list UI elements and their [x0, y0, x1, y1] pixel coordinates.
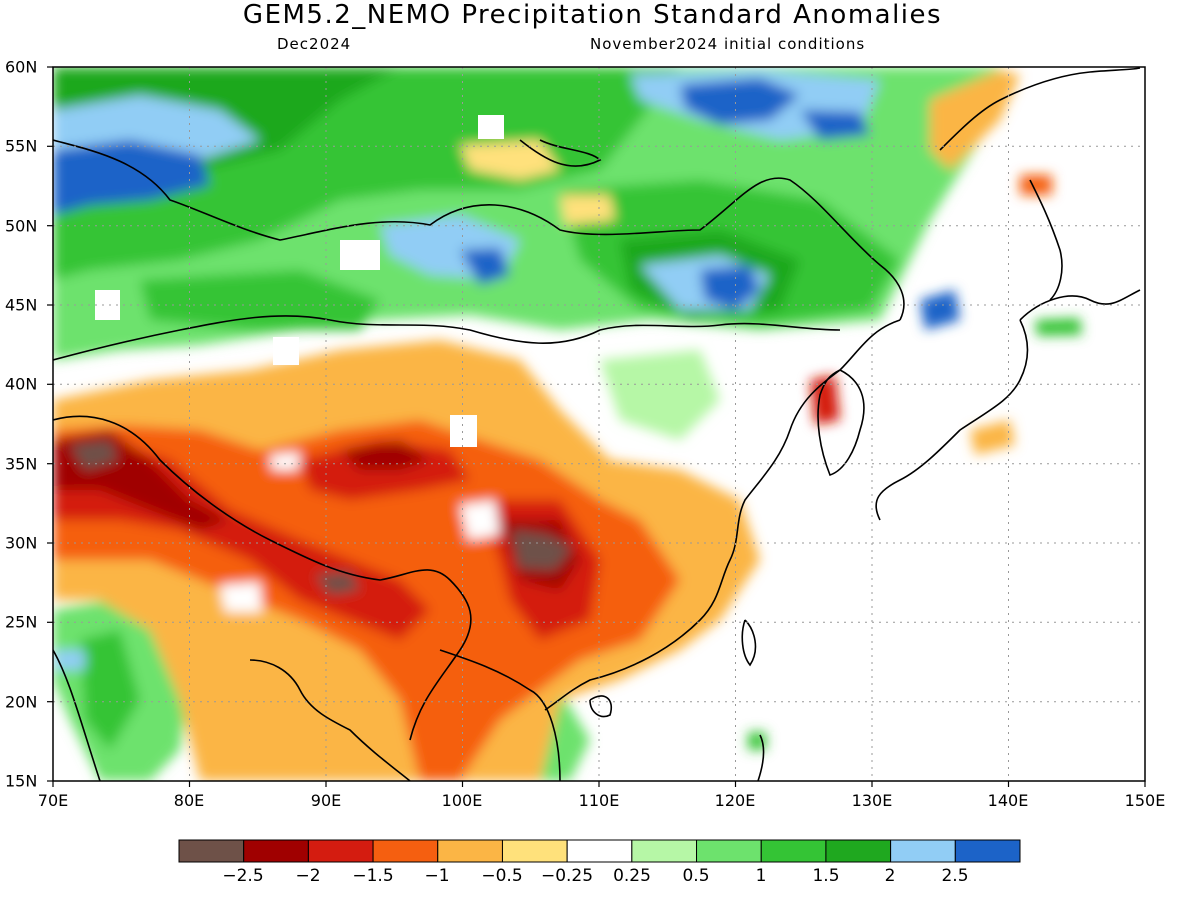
lat-label-15n: 15N: [5, 771, 38, 791]
initial-conditions: November2024 initial conditions: [590, 35, 866, 53]
colorbar-swatch: [696, 839, 762, 863]
map-title: GEM5.2_NEMO Precipitation Standard Anoma…: [242, 0, 943, 30]
boundary-lines: [53, 67, 1141, 781]
colorbar-swatch: [501, 839, 568, 863]
forecast-month: Dec2024: [277, 35, 352, 53]
colorbar-label: 0.25: [613, 866, 651, 886]
lat-label-45n: 45N: [5, 295, 38, 315]
colorbar-label: −0.5: [481, 866, 523, 886]
lon-label-80e: 80E: [173, 791, 205, 810]
colorbar-swatch: [178, 839, 245, 863]
colorbar-label: −1: [424, 866, 450, 886]
colorbar: [178, 839, 1021, 863]
colorbar-label: 1.5: [812, 866, 840, 886]
colorbar-label: −1.5: [352, 866, 394, 886]
graticule: [53, 67, 1145, 781]
colorbar-label: −2: [295, 866, 321, 886]
colorbar-swatch: [760, 839, 827, 863]
colorbar-swatch: [243, 839, 309, 863]
lon-label-140e: 140E: [987, 791, 1029, 810]
lon-label-110e: 110E: [578, 791, 620, 810]
colorbar-label: 1: [755, 866, 767, 886]
colorbar-label: −2.5: [222, 866, 264, 886]
lat-label-20n: 20N: [5, 692, 38, 712]
anomaly-field: [53, 67, 1145, 781]
lat-label-55n: 55N: [5, 136, 38, 156]
lon-label-150e: 150E: [1124, 791, 1166, 810]
colorbar-swatch: [631, 839, 698, 863]
colorbar-label: 0.5: [682, 866, 710, 886]
lat-label-50n: 50N: [5, 216, 38, 236]
lon-label-130e: 130E: [851, 791, 893, 810]
colorbar-swatch: [825, 839, 892, 863]
lon-label-90e: 90E: [310, 791, 342, 810]
colorbar-swatch: [954, 839, 1021, 863]
colorbar-swatch: [372, 839, 439, 863]
lat-label-60n: 60N: [5, 57, 38, 77]
lon-label-120e: 120E: [714, 791, 756, 810]
colorbar-label: −0.25: [540, 866, 594, 886]
lon-label-70e: 70E: [37, 791, 69, 810]
axis-ticks: [47, 66, 1146, 787]
colorbar-swatch: [437, 839, 503, 863]
colorbar-swatch: [307, 839, 374, 863]
lat-label-30n: 30N: [5, 533, 38, 553]
lat-label-25n: 25N: [5, 612, 38, 632]
colorbar-swatch: [566, 839, 633, 863]
colorbar-swatch: [890, 839, 956, 863]
colorbar-label: 2: [884, 866, 896, 886]
colorbar-label: 2.5: [941, 866, 969, 886]
lat-label-35n: 35N: [5, 454, 38, 474]
lon-label-100e: 100E: [441, 791, 483, 810]
lat-label-40n: 40N: [5, 374, 38, 394]
